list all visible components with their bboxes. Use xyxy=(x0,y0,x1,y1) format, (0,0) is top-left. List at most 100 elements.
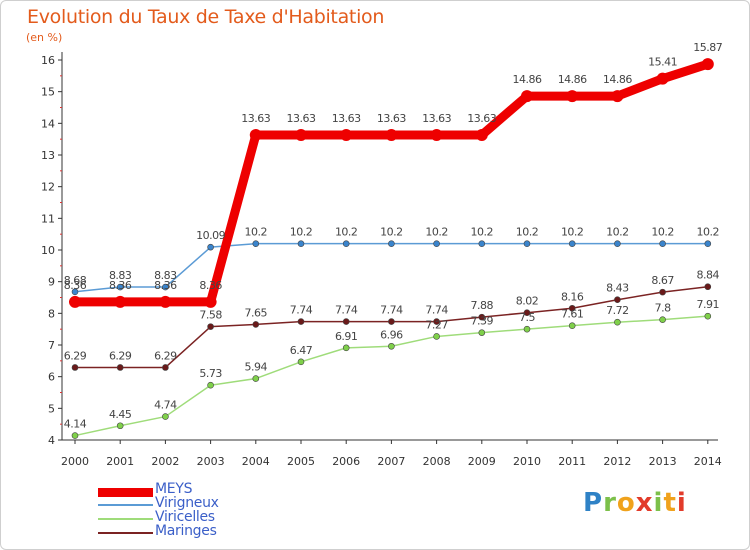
data-label: 8.02 xyxy=(516,295,539,308)
data-point xyxy=(116,364,124,371)
data-label: 10.2 xyxy=(380,226,403,239)
x-tick-label: 2009 xyxy=(468,455,496,468)
y-tick-label: 15 xyxy=(41,86,55,99)
data-point xyxy=(252,240,260,247)
data-point xyxy=(659,288,666,296)
data-label: 7.74 xyxy=(425,304,448,317)
y-tick-label: 13 xyxy=(41,149,55,162)
data-label: 7.8 xyxy=(655,302,671,315)
data-label: 8.36 xyxy=(64,279,87,292)
x-tick-label: 2010 xyxy=(513,455,541,468)
chart-subtitle: (en %) xyxy=(26,31,63,44)
data-label: 14.86 xyxy=(513,73,542,86)
data-point xyxy=(433,240,440,247)
data-label: 15.41 xyxy=(648,56,677,69)
data-label: 8.83 xyxy=(154,269,177,282)
data-label: 8.43 xyxy=(606,282,629,295)
data-label: 7.27 xyxy=(425,318,448,331)
data-point xyxy=(114,295,127,308)
data-point xyxy=(704,240,712,247)
legend-swatch xyxy=(98,518,153,520)
data-label: 8.68 xyxy=(64,274,87,287)
data-point xyxy=(659,316,666,323)
y-tick-label: 4 xyxy=(48,434,55,447)
data-point xyxy=(295,129,307,142)
data-label: 8.36 xyxy=(154,279,177,292)
data-point xyxy=(523,240,531,247)
y-tick-label: 16 xyxy=(41,54,55,67)
data-point xyxy=(207,243,214,251)
data-label: 7.91 xyxy=(697,298,720,311)
data-label: 10.2 xyxy=(425,226,448,239)
data-point xyxy=(478,329,486,336)
y-tick-label: 9 xyxy=(48,276,55,289)
data-point xyxy=(566,90,579,103)
data-label: 4.45 xyxy=(109,408,132,421)
y-tick-label: 11 xyxy=(41,212,55,225)
data-label: 10.2 xyxy=(697,226,720,239)
data-point xyxy=(614,240,621,247)
data-label: 6.47 xyxy=(290,344,313,357)
data-point xyxy=(340,129,353,142)
x-tick-label: 2004 xyxy=(242,455,270,468)
data-point xyxy=(523,325,531,333)
data-label: 8.67 xyxy=(651,274,674,287)
y-tick-label: 14 xyxy=(41,117,55,130)
data-label: 10.2 xyxy=(651,226,674,239)
x-tick-label: 2003 xyxy=(197,455,225,468)
legend-item-maringes: Maringes xyxy=(98,523,298,541)
chart-title: Evolution du Taux de Taxe d'Habitation xyxy=(27,6,385,28)
data-point xyxy=(297,240,305,247)
legend-swatch xyxy=(98,532,153,534)
data-point xyxy=(568,304,576,312)
data-point xyxy=(249,129,262,142)
data-point xyxy=(388,318,395,325)
data-label: 13.63 xyxy=(287,112,316,125)
data-point xyxy=(69,295,81,308)
data-label: 6.29 xyxy=(154,349,177,362)
data-label: 10.2 xyxy=(516,226,539,239)
data-label: 5.73 xyxy=(199,367,222,380)
x-tick-label: 2005 xyxy=(287,455,315,468)
data-label: 4.74 xyxy=(154,399,177,412)
x-tick-label: 2011 xyxy=(558,455,586,468)
data-point xyxy=(116,422,124,430)
data-point xyxy=(433,333,440,340)
data-label: 7.74 xyxy=(290,304,313,317)
x-tick-label: 2013 xyxy=(649,455,677,468)
data-point xyxy=(388,240,395,247)
data-label: 6.91 xyxy=(335,330,358,343)
y-tick-label: 7 xyxy=(48,339,55,352)
data-point xyxy=(521,90,533,103)
data-label: 13.63 xyxy=(422,112,451,125)
data-label: 10.2 xyxy=(471,226,494,239)
data-point xyxy=(523,309,531,317)
legend-label: MEYS xyxy=(155,481,193,497)
data-point xyxy=(342,240,350,247)
x-tick-label: 2007 xyxy=(377,455,405,468)
x-tick-label: 2012 xyxy=(603,455,631,468)
legend-item-meys: MEYS xyxy=(98,481,298,499)
legend-label: Maringes xyxy=(155,523,217,539)
data-point xyxy=(71,364,79,371)
data-label: 14.86 xyxy=(558,73,587,86)
data-point xyxy=(475,129,488,142)
data-label: 7.74 xyxy=(335,304,358,317)
data-point xyxy=(116,283,124,291)
data-point xyxy=(385,129,398,142)
data-label: 10.2 xyxy=(245,226,268,239)
x-tick-label: 2014 xyxy=(694,455,722,468)
data-label: 14.86 xyxy=(603,73,632,86)
y-tick-label: 10 xyxy=(41,244,55,257)
data-point xyxy=(433,318,440,325)
data-label: 10.09 xyxy=(196,229,225,242)
data-point xyxy=(568,240,576,247)
data-label: 7.5 xyxy=(519,311,535,324)
data-point xyxy=(252,375,260,382)
data-point xyxy=(342,318,350,325)
x-tick-label: 2000 xyxy=(61,455,89,468)
data-point xyxy=(478,240,486,247)
data-label: 10.2 xyxy=(335,226,358,239)
data-label: 8.84 xyxy=(697,269,720,282)
